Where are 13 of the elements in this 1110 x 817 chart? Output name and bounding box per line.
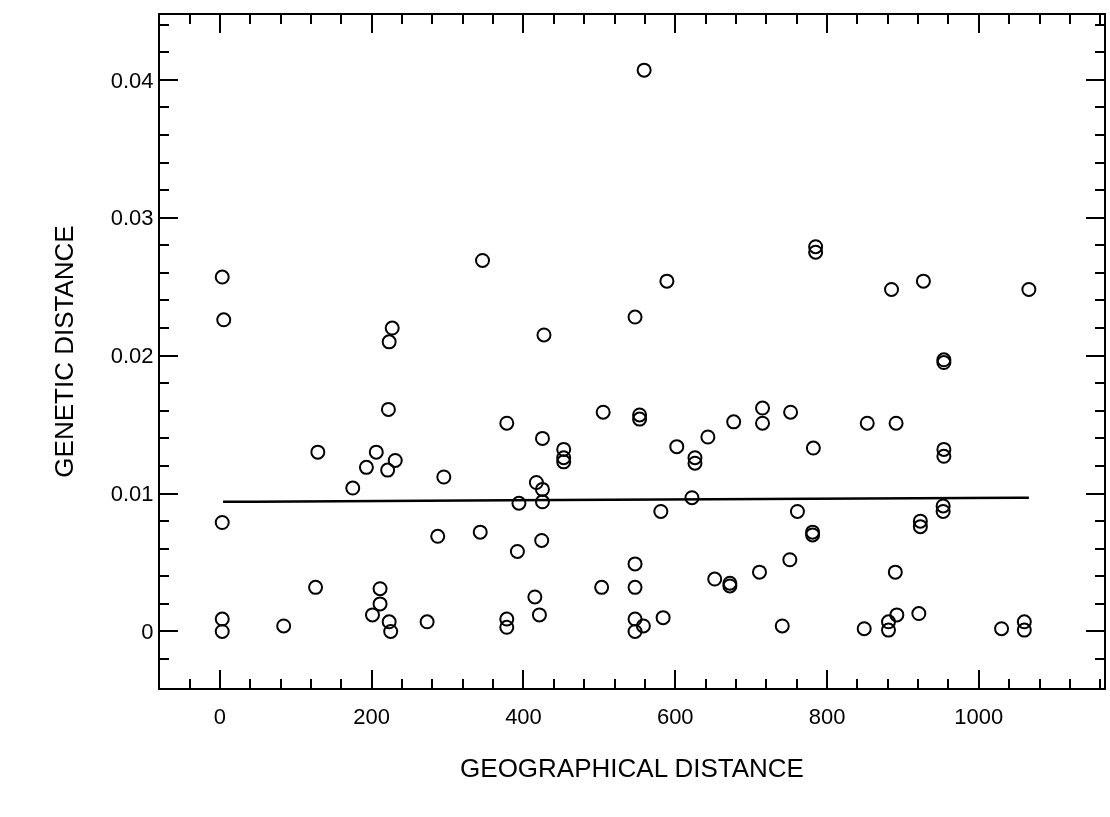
x-tick-label: 200 bbox=[353, 704, 391, 730]
y-tick-label: 0.03 bbox=[110, 205, 154, 231]
y-tick-label: 0.02 bbox=[110, 343, 154, 369]
x-tick-label: 800 bbox=[808, 704, 846, 730]
x-axis-title: GEOGRAPHICAL DISTANCE bbox=[460, 752, 804, 783]
x-tick-label: 1000 bbox=[954, 704, 1004, 730]
x-tick-label: 600 bbox=[656, 704, 694, 730]
x-tick-label: 400 bbox=[505, 704, 542, 730]
y-axis-title: GENETIC DISTANCE bbox=[48, 225, 79, 478]
y-tick-label: 0.04 bbox=[110, 67, 154, 93]
x-tick-label: 0 bbox=[213, 704, 227, 730]
y-tick-label: 0 bbox=[141, 619, 154, 645]
y-tick-label: 0.01 bbox=[110, 481, 154, 507]
